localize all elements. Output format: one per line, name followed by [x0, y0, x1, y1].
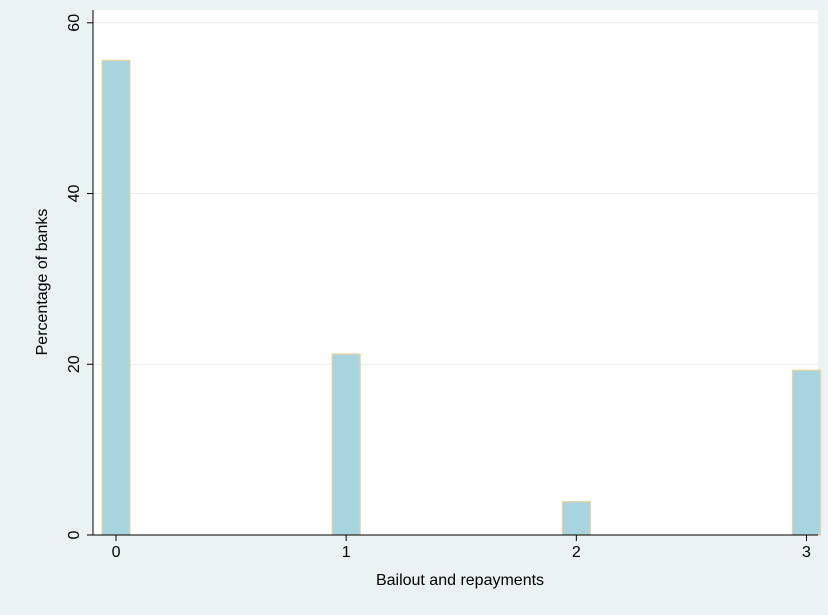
y-tick-label: 20 — [66, 355, 83, 373]
y-tick-label: 60 — [66, 14, 83, 32]
x-tick-label: 1 — [342, 544, 351, 561]
x-axis-ticks: 0 1 2 3 — [112, 535, 811, 561]
x-tick-label: 0 — [112, 544, 121, 561]
gridlines — [93, 22, 818, 365]
y-tick-label: 0 — [66, 530, 83, 539]
y-axis-ticks: 0 20 40 60 — [66, 14, 93, 539]
bars — [101, 59, 822, 536]
bar — [331, 353, 361, 536]
bar — [101, 59, 131, 536]
y-tick-label: 40 — [66, 185, 83, 203]
bar — [561, 501, 591, 536]
x-axis-label: Bailout and repayments — [376, 572, 544, 589]
x-tick-label: 3 — [802, 544, 811, 561]
y-axis-label: Percentage of banks — [34, 209, 51, 356]
x-tick-label: 2 — [572, 544, 581, 561]
plot-area — [93, 10, 818, 535]
bar — [791, 369, 822, 536]
